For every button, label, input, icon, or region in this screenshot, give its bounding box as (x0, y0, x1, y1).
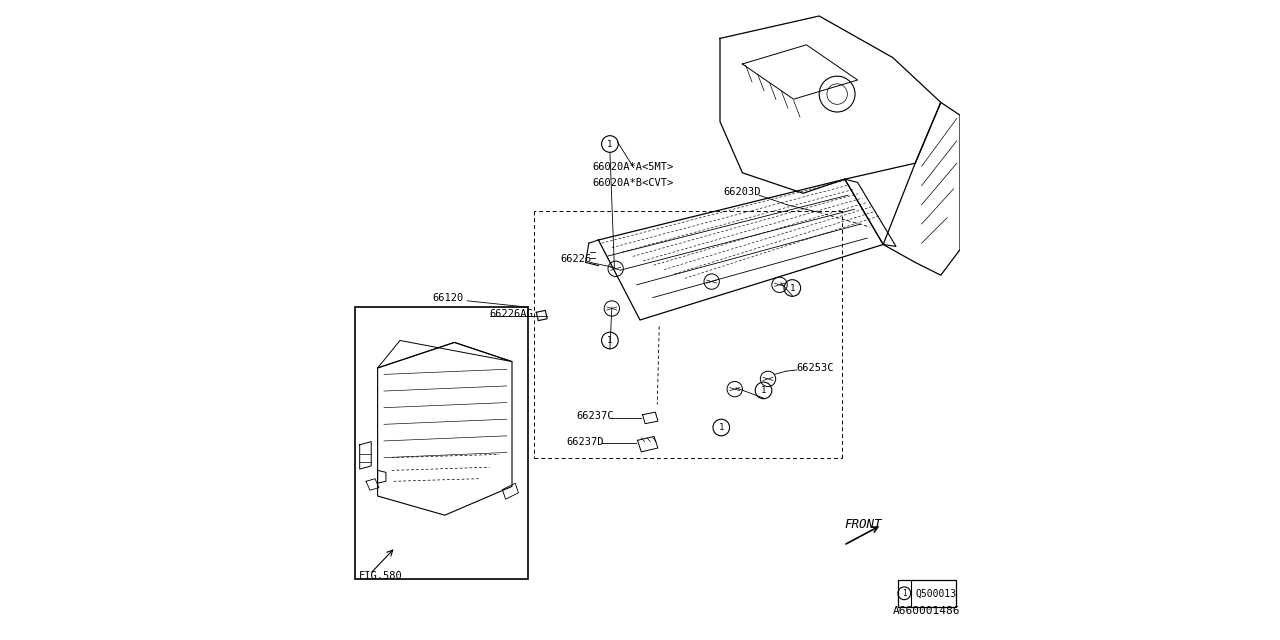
Text: 1: 1 (607, 336, 613, 345)
Text: 1: 1 (760, 386, 767, 395)
Bar (356, 307, 529, 579)
Text: FRONT: FRONT (845, 518, 882, 531)
Text: 1: 1 (718, 423, 724, 432)
Text: 1: 1 (790, 284, 795, 292)
Text: 66237D: 66237D (566, 437, 604, 447)
Text: A660001486: A660001486 (893, 607, 960, 616)
Text: 1: 1 (607, 140, 613, 148)
Text: 66120: 66120 (433, 293, 463, 303)
Text: 66237C: 66237C (576, 412, 613, 421)
Text: 66226: 66226 (561, 255, 591, 264)
Text: 66020A*B<CVT>: 66020A*B<CVT> (591, 178, 673, 188)
Text: 66203D: 66203D (723, 188, 760, 197)
Text: Q500013: Q500013 (915, 588, 956, 598)
Text: 66226AG: 66226AG (490, 309, 534, 319)
Text: 1: 1 (902, 589, 906, 598)
Text: 66020A*A<5MT>: 66020A*A<5MT> (591, 162, 673, 172)
Text: FIG.580: FIG.580 (358, 572, 402, 581)
Text: 66253C: 66253C (796, 364, 835, 373)
Bar (899, 580, 956, 607)
